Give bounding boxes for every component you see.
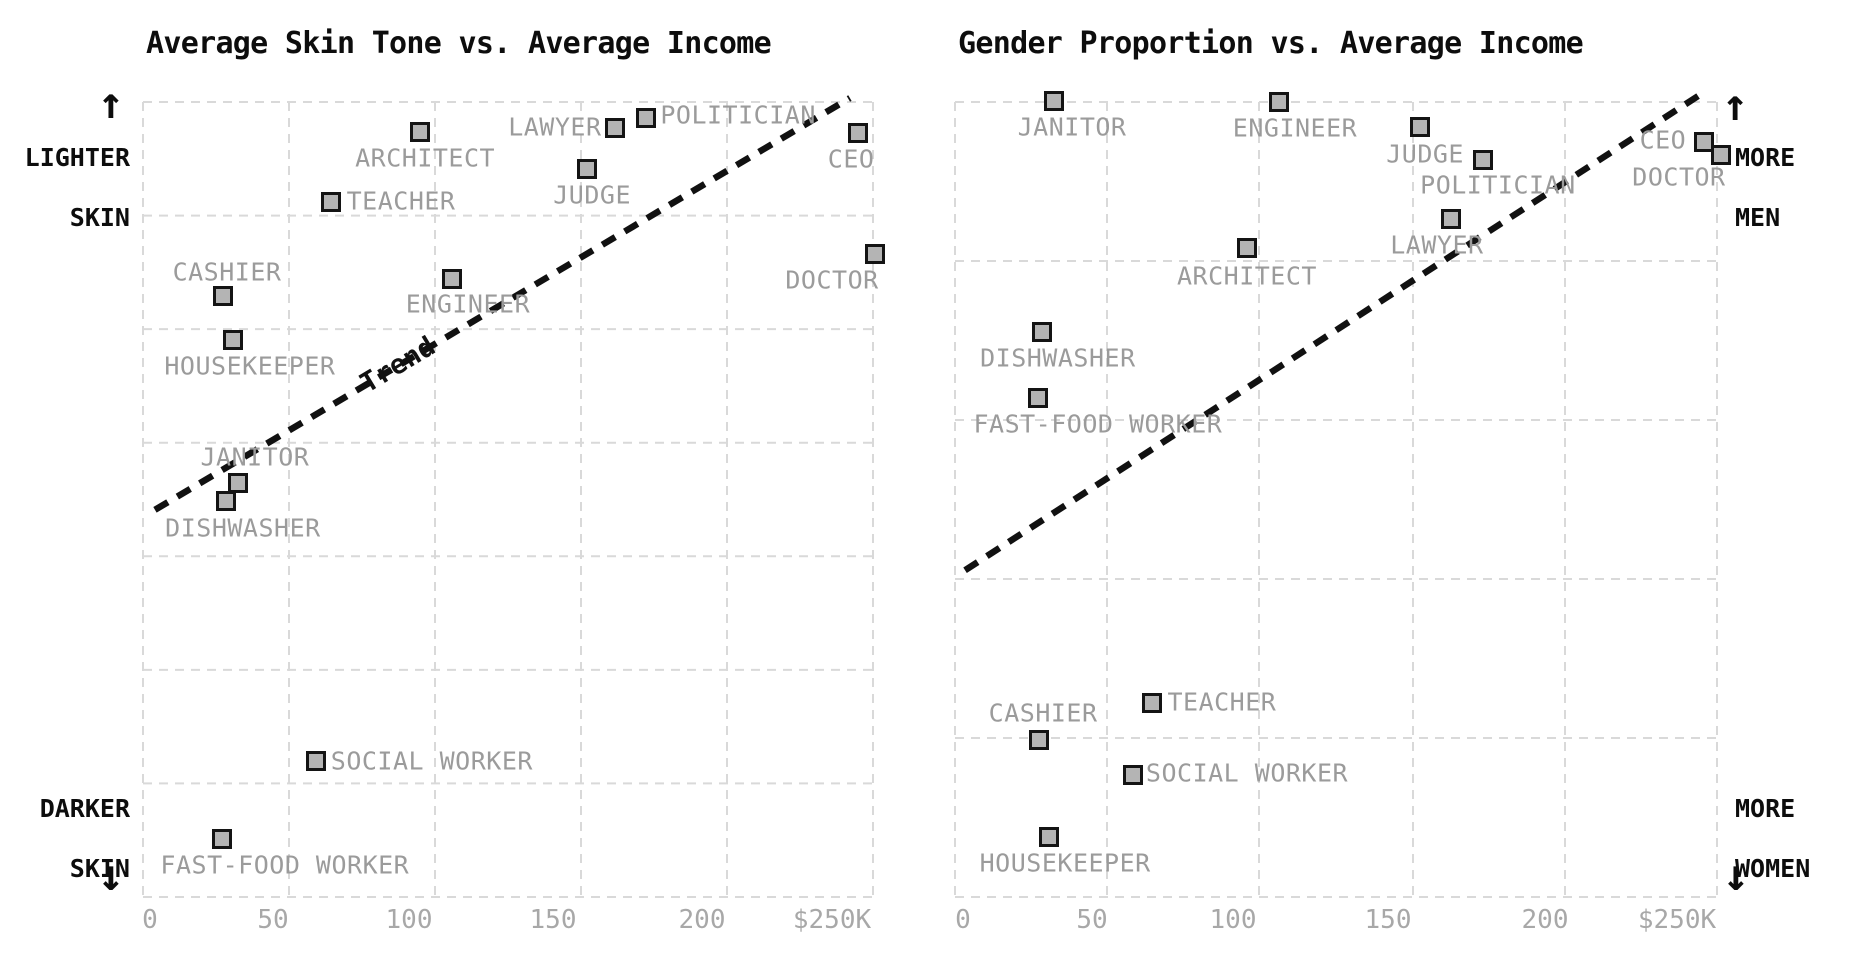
marker-lawyer bbox=[604, 118, 625, 139]
marker-doctor bbox=[1710, 145, 1731, 166]
x-tick-200: 200 bbox=[1521, 905, 1569, 935]
point-label-social-worker: SOCIAL WORKER bbox=[1145, 758, 1349, 788]
marker-housekeeper bbox=[222, 329, 243, 350]
point-label-lawyer: LAWYER bbox=[1390, 230, 1484, 260]
point-label-cashier: CASHIER bbox=[988, 698, 1098, 728]
point-label-politician: POLITICIAN bbox=[1420, 170, 1576, 200]
marker-social-worker bbox=[1123, 765, 1143, 786]
point-label-judge: JUDGE bbox=[553, 180, 632, 210]
marker-engineer bbox=[1269, 92, 1289, 112]
point-label-teacher: TEACHER bbox=[1167, 687, 1277, 717]
marker-housekeeper bbox=[1039, 827, 1060, 848]
right-chart-title: Gender Proportion vs. Average Income bbox=[958, 26, 1584, 61]
y-top-line1: LIGHTER bbox=[24, 143, 130, 172]
x-tick-0: 0 bbox=[955, 905, 971, 935]
point-label-architect: ARCHITECT bbox=[355, 143, 496, 173]
x-tick-250K: $250K bbox=[1637, 905, 1717, 935]
point-label-janitor: JANITOR bbox=[200, 442, 310, 472]
y-bottom-line2: SKIN bbox=[69, 854, 130, 883]
point-label-fast-food-worker: FAST-FOOD WORKER bbox=[160, 850, 410, 880]
x-tick-200: 200 bbox=[678, 905, 726, 935]
point-label-cashier: CASHIER bbox=[172, 257, 282, 287]
marker-cashier bbox=[1029, 730, 1050, 751]
marker-politician bbox=[636, 107, 657, 128]
marker-fast-food-worker bbox=[211, 828, 232, 849]
marker-fast-food-worker bbox=[1027, 387, 1048, 408]
point-label-housekeeper: HOUSEKEEPER bbox=[979, 848, 1151, 878]
point-label-janitor: JANITOR bbox=[1017, 112, 1127, 142]
y-bottom-line1: MORE bbox=[1735, 794, 1796, 823]
right-chart-y-top-label: MORE MEN bbox=[1735, 143, 1795, 233]
point-label-ceo: CEO bbox=[827, 144, 875, 174]
trend-line bbox=[963, 92, 1702, 573]
left-chart-y-bottom-label: DARKER SKIN bbox=[0, 794, 130, 884]
trend-line bbox=[153, 95, 852, 513]
down-arrow-icon: ↓ bbox=[97, 850, 125, 901]
marker-politician bbox=[1472, 150, 1493, 171]
marker-dishwasher bbox=[1031, 321, 1052, 342]
marker-ceo bbox=[1693, 131, 1714, 152]
point-label-politician: POLITICIAN bbox=[660, 100, 816, 130]
x-tick-100: 100 bbox=[1209, 905, 1257, 935]
marker-doctor bbox=[865, 243, 886, 264]
point-label-engineer: ENGINEER bbox=[1232, 113, 1358, 143]
marker-ceo bbox=[848, 123, 869, 143]
marker-cashier bbox=[213, 285, 233, 306]
marker-engineer bbox=[441, 269, 462, 290]
point-label-teacher: TEACHER bbox=[346, 186, 456, 216]
point-label-lawyer: LAWYER bbox=[508, 112, 602, 142]
x-tick-100: 100 bbox=[385, 905, 433, 935]
marker-teacher bbox=[1141, 693, 1162, 714]
point-label-engineer: ENGINEER bbox=[405, 289, 531, 319]
right-chart-y-bottom-label: MORE WOMEN bbox=[1735, 794, 1810, 884]
left-chart-title: Average Skin Tone vs. Average Income bbox=[146, 26, 772, 61]
marker-teacher bbox=[321, 192, 342, 213]
point-label-dishwasher: DISHWASHER bbox=[165, 513, 321, 543]
gridlines bbox=[142, 101, 874, 898]
point-label-doctor: DOCTOR bbox=[1632, 162, 1726, 192]
point-label-judge: JUDGE bbox=[1386, 139, 1464, 169]
point-label-social-worker: SOCIAL WORKER bbox=[330, 746, 533, 776]
point-label-architect: ARCHITECT bbox=[1177, 261, 1317, 291]
point-label-ceo: CEO bbox=[1639, 125, 1687, 155]
marker-architect bbox=[410, 122, 431, 143]
x-tick-250K: $250K bbox=[792, 905, 872, 935]
y-top-line2: SKIN bbox=[69, 203, 130, 232]
x-tick-150: 150 bbox=[1364, 905, 1412, 935]
y-bottom-line1: DARKER bbox=[39, 794, 130, 823]
point-label-doctor: DOCTOR bbox=[785, 265, 879, 295]
up-arrow-icon: ↑ bbox=[97, 78, 125, 129]
point-label-housekeeper: HOUSEKEEPER bbox=[164, 351, 336, 381]
point-label-dishwasher: DISHWASHER bbox=[980, 343, 1136, 373]
point-label-fast-food-worker: FAST-FOOD WORKER bbox=[973, 409, 1223, 439]
y-top-line1: MORE bbox=[1735, 143, 1796, 172]
marker-dishwasher bbox=[215, 491, 236, 512]
x-tick-50: 50 bbox=[1076, 905, 1108, 935]
marker-judge bbox=[577, 158, 598, 179]
x-tick-0: 0 bbox=[142, 905, 158, 935]
x-tick-50: 50 bbox=[257, 905, 289, 935]
marker-architect bbox=[1236, 238, 1257, 259]
y-top-line2: MEN bbox=[1735, 203, 1781, 232]
marker-lawyer bbox=[1440, 208, 1461, 229]
marker-judge bbox=[1410, 116, 1431, 137]
x-tick-150: 150 bbox=[529, 905, 577, 935]
up-arrow-icon: ↑ bbox=[1722, 80, 1749, 131]
down-arrow-icon: ↓ bbox=[1722, 850, 1750, 901]
marker-janitor bbox=[227, 472, 248, 493]
marker-janitor bbox=[1044, 91, 1065, 112]
marker-social-worker bbox=[305, 751, 326, 772]
left-chart-y-top-label: LIGHTER SKIN bbox=[0, 143, 130, 233]
y-bottom-line2: WOMEN bbox=[1735, 854, 1811, 883]
gridlines bbox=[954, 101, 1718, 898]
